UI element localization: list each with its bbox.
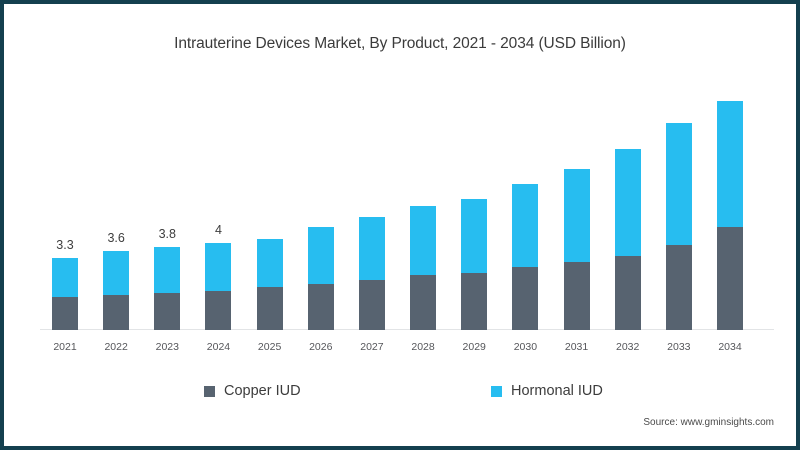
x-tick-2026: 2026 <box>309 341 333 353</box>
bar-segment-copper-2029[interactable] <box>461 273 488 330</box>
bar-2031[interactable] <box>563 168 590 330</box>
bar-2026[interactable] <box>307 227 334 330</box>
bar-segment-hormonal-2021[interactable] <box>52 257 78 298</box>
bar-segment-hormonal-2031[interactable] <box>563 168 590 263</box>
x-tick-2021: 2021 <box>53 341 77 353</box>
chart-canvas: Intrauterine Devices Market, By Product,… <box>4 4 796 446</box>
bar-segment-copper-2032[interactable] <box>614 255 641 330</box>
bar-segment-hormonal-2030[interactable] <box>512 183 539 267</box>
legend-item-hormonal-iud[interactable]: Hormonal IUD <box>491 383 603 399</box>
bar-segment-copper-2025[interactable] <box>256 287 283 330</box>
x-tick-2034: 2034 <box>718 341 742 353</box>
bar-2025[interactable] <box>256 239 283 330</box>
bar-2029[interactable] <box>461 199 488 330</box>
chart-title: Intrauterine Devices Market, By Product,… <box>174 35 626 52</box>
bar-segment-hormonal-2024[interactable] <box>205 242 232 291</box>
bar-segment-copper-2022[interactable] <box>103 295 130 330</box>
x-tick-2024: 2024 <box>206 341 231 353</box>
bar-2030[interactable] <box>512 183 539 330</box>
bar-value-label-2021: 3.3 <box>56 237 74 252</box>
bar-segment-copper-2027[interactable] <box>358 279 385 330</box>
bar-segment-hormonal-2032[interactable] <box>614 148 641 256</box>
bar-segment-hormonal-2028[interactable] <box>410 205 437 276</box>
legend-swatch-hormonal-iud <box>491 385 502 397</box>
bar-value-label-2024: 4 <box>214 222 222 237</box>
bar-segment-hormonal-2025[interactable] <box>256 239 283 288</box>
x-tick-2031: 2031 <box>564 341 589 353</box>
legend-item-copper-iud[interactable]: Copper IUD <box>204 383 301 399</box>
bar-segment-hormonal-2023[interactable] <box>154 247 181 293</box>
chart-legend: Copper IUD Hormonal IUD <box>4 383 796 405</box>
x-tick-2032: 2032 <box>616 341 640 353</box>
x-tick-2027: 2027 <box>360 341 384 353</box>
bar-segment-hormonal-2022[interactable] <box>103 251 130 296</box>
bar-segment-hormonal-2029[interactable] <box>461 199 488 274</box>
x-tick-2033: 2033 <box>667 341 691 353</box>
legend-label-copper-iud: Copper IUD <box>224 383 301 399</box>
bar-segment-copper-2031[interactable] <box>563 262 590 330</box>
x-tick-2023: 2023 <box>155 341 179 353</box>
bar-2027[interactable] <box>358 216 385 330</box>
source-attribution: Source: www.gminsights.com <box>643 417 774 428</box>
x-tick-2029: 2029 <box>462 341 486 353</box>
bar-segment-copper-2023[interactable] <box>154 292 181 330</box>
x-tick-2022: 2022 <box>104 341 128 353</box>
bar-segment-copper-2026[interactable] <box>307 284 334 330</box>
x-tick-2028: 2028 <box>411 341 435 353</box>
bar-segment-hormonal-2026[interactable] <box>307 227 334 285</box>
bar-2034[interactable] <box>717 100 743 330</box>
x-tick-2030: 2030 <box>513 341 538 353</box>
bar-segment-copper-2021[interactable] <box>52 297 78 330</box>
bar-segment-copper-2030[interactable] <box>512 266 539 330</box>
bar-2023[interactable]: 3.8 <box>154 227 181 330</box>
bar-segment-hormonal-2034[interactable] <box>717 100 743 228</box>
bar-2028[interactable] <box>410 205 437 330</box>
bar-2022[interactable]: 3.6 <box>103 231 130 330</box>
bar-segment-copper-2024[interactable] <box>205 290 232 330</box>
bar-2024[interactable]: 4 <box>205 223 232 330</box>
bar-segment-copper-2033[interactable] <box>665 244 692 330</box>
x-axis-tick-labels: 2021 2022 2023 2024 2025 2026 2027 2028 2029 2030… <box>40 335 770 353</box>
bar-segment-copper-2034[interactable] <box>717 227 743 330</box>
bar-segment-hormonal-2027[interactable] <box>358 216 385 280</box>
legend-label-hormonal-iud: Hormonal IUD <box>511 383 603 399</box>
plot-area: 3.3 3.6 3.8 4 <box>40 79 774 330</box>
bar-segment-hormonal-2033[interactable] <box>665 122 692 245</box>
bar-2032[interactable] <box>614 148 641 330</box>
bar-value-label-2023: 3.8 <box>158 227 176 242</box>
x-tick-2025: 2025 <box>257 341 282 353</box>
x-axis-baseline <box>40 329 774 330</box>
bar-value-label-2022: 3.6 <box>107 231 125 246</box>
bar-2033[interactable] <box>665 122 692 330</box>
legend-swatch-copper-iud <box>204 385 215 397</box>
bar-segment-copper-2028[interactable] <box>410 275 437 330</box>
bar-2021[interactable]: 3.3 <box>52 238 78 330</box>
